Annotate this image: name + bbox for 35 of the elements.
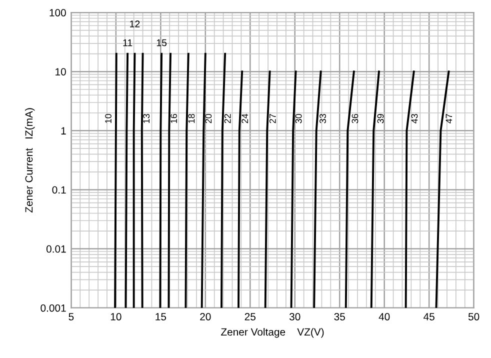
text: 47: [446, 114, 452, 124]
text: 16: [170, 114, 178, 123]
x-tick-label: 25: [244, 313, 256, 320]
text: 39: [377, 114, 384, 124]
x-tick-label: 40: [378, 313, 390, 320]
text: 30: [295, 114, 302, 124]
y-tick-label: 0.001: [40, 304, 66, 312]
text: 20: [205, 114, 212, 124]
y-axis-title: Zener Current IZ(mA): [25, 108, 35, 213]
x-tick-label: 50: [468, 313, 480, 320]
y-tick-label: 1: [61, 127, 66, 134]
text: 43: [411, 114, 418, 124]
text: 36: [352, 114, 358, 124]
x-tick-label: 5: [68, 313, 74, 320]
y-tick-label: 100: [50, 9, 66, 16]
text: 10: [105, 114, 112, 123]
text: 13: [143, 114, 150, 123]
x-axis-title: Zener Voltage VZ(V): [221, 328, 324, 338]
x-tick-label: 10: [110, 313, 122, 320]
x-tick-label: 20: [200, 313, 211, 320]
series-label: 11: [123, 39, 132, 46]
series-label: 15: [156, 39, 167, 46]
x-tick-label: 30: [289, 313, 300, 320]
x-tick-label: 15: [156, 313, 166, 320]
y-tick-label: 0.1: [52, 186, 66, 194]
x-tick-label: 35: [334, 313, 345, 320]
text: 22: [224, 114, 231, 124]
y-tick-label: 10: [56, 68, 66, 76]
x-tick-label: 45: [424, 313, 434, 320]
y-tick-label: 0.01: [46, 245, 66, 253]
text: 12: [130, 20, 140, 28]
text: 27: [269, 114, 276, 124]
text: 18: [188, 114, 195, 123]
text: 24: [242, 114, 248, 124]
text: 33: [320, 114, 326, 124]
